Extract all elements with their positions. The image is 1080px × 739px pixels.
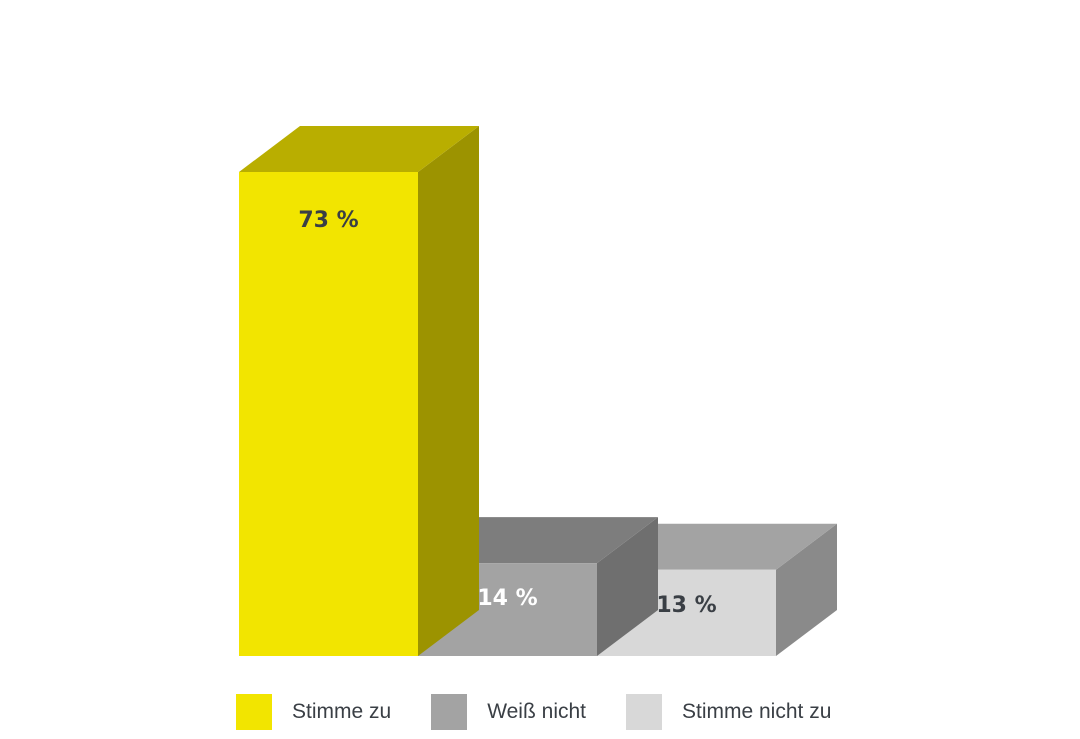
legend-item-stimme-nicht-zu: Stimme nicht zu	[626, 694, 831, 730]
bar-1: 73 %	[239, 126, 479, 656]
bar-value-label: 73 %	[298, 208, 358, 233]
bar-top	[239, 126, 479, 172]
bar-side	[597, 517, 658, 656]
legend-item-stimme-zu: Stimme zu	[236, 694, 391, 730]
legend-item-weiss-nicht: Weiß nicht	[431, 694, 586, 730]
bar-side	[776, 523, 837, 656]
legend-label: Stimme zu	[292, 700, 392, 723]
bar-front	[239, 172, 418, 656]
legend-swatch-stimme-nicht-zu	[626, 694, 662, 730]
bar-side	[418, 126, 479, 656]
legend-swatch-stimme-zu	[236, 694, 272, 730]
legend-label: Stimme nicht zu	[682, 700, 832, 723]
legend: Stimme zu Weiß nicht Stimme nicht zu	[236, 694, 871, 730]
bar-value-label: 14 %	[477, 586, 537, 611]
legend-label: Weiß nicht	[487, 700, 586, 723]
bar-value-label: 13 %	[656, 593, 716, 618]
legend-swatch-weiss-nicht	[431, 694, 468, 730]
